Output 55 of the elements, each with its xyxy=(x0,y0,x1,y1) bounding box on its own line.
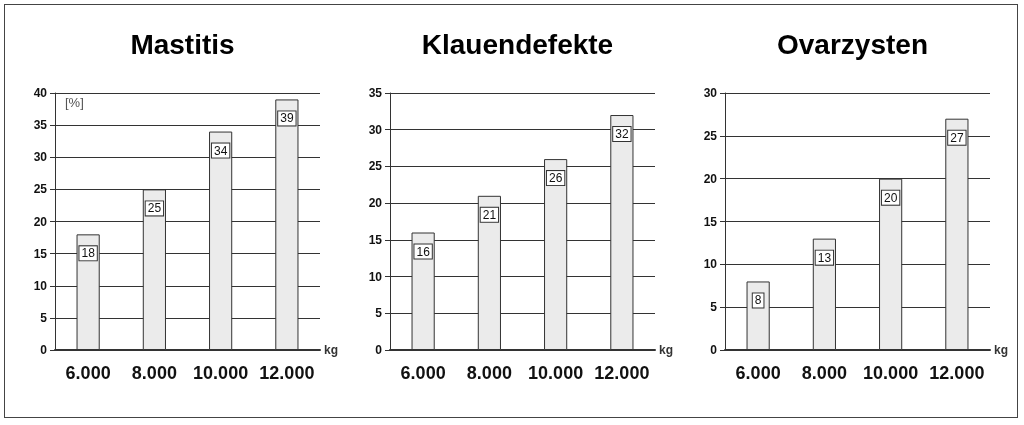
y-tick-label: 5 xyxy=(375,306,383,321)
y-tick-label: 35 xyxy=(368,86,383,100)
y-tick-label: 10 xyxy=(703,257,718,272)
x-tick-label: 10.000 xyxy=(193,363,249,383)
x-axis-title: kg xyxy=(324,343,339,357)
y-tick-label: 15 xyxy=(368,232,383,247)
y-tick-label: 30 xyxy=(368,122,383,137)
y-tick-label: 0 xyxy=(375,343,383,357)
x-tick-label: 12.000 xyxy=(594,363,650,383)
y-tick-label: 35 xyxy=(33,118,48,133)
data-label: 39 xyxy=(280,111,294,126)
y-tick-label: 20 xyxy=(33,214,48,229)
chart-title: Klauendefekte xyxy=(421,28,614,60)
y-tick-label: 10 xyxy=(33,278,48,293)
y-tick-label: 15 xyxy=(703,214,718,229)
y-tick-label: 25 xyxy=(33,182,48,197)
y-tick-label: 25 xyxy=(703,128,718,143)
x-tick-label: 10.000 xyxy=(528,363,584,383)
data-label: 34 xyxy=(213,143,228,158)
x-tick-label: 10.000 xyxy=(863,363,919,383)
data-label: 16 xyxy=(416,244,431,259)
data-label: 32 xyxy=(615,127,629,142)
y-tick-label: 25 xyxy=(368,159,383,174)
y-tick-label: 0 xyxy=(40,343,48,357)
y-tick-label: 40 xyxy=(33,86,48,100)
data-label: 13 xyxy=(817,250,832,265)
data-label: 21 xyxy=(482,207,497,222)
x-axis-title: kg xyxy=(994,343,1009,357)
x-tick-label: 8.000 xyxy=(131,363,177,383)
x-tick-label: 12.000 xyxy=(929,363,985,383)
data-label: 25 xyxy=(147,201,162,216)
y-tick-label: 15 xyxy=(33,246,48,261)
data-label: 8 xyxy=(754,293,762,308)
y-tick-label: 20 xyxy=(703,171,718,186)
y-axis-title: [%] xyxy=(65,95,84,110)
x-tick-label: 8.000 xyxy=(801,363,847,383)
y-tick-label: 30 xyxy=(703,86,718,100)
x-tick-label: 8.000 xyxy=(466,363,512,383)
y-tick-label: 0 xyxy=(710,343,718,357)
data-label: 18 xyxy=(81,246,96,261)
data-label: 20 xyxy=(883,190,898,205)
x-tick-label: 6.000 xyxy=(65,363,111,383)
x-tick-label: 12.000 xyxy=(259,363,315,383)
y-tick-label: 10 xyxy=(368,269,383,284)
chart-title: Mastitis xyxy=(130,28,235,60)
y-tick-label: 20 xyxy=(368,196,383,211)
data-label: 27 xyxy=(950,130,964,145)
chart-title: Ovarzysten xyxy=(777,28,928,60)
x-tick-label: 6.000 xyxy=(400,363,446,383)
x-axis-title: kg xyxy=(659,343,674,357)
x-tick-label: 6.000 xyxy=(735,363,781,383)
data-label: 26 xyxy=(548,171,563,186)
y-tick-label: 5 xyxy=(40,310,48,325)
y-tick-label: 30 xyxy=(33,150,48,165)
y-tick-label: 5 xyxy=(710,300,718,315)
